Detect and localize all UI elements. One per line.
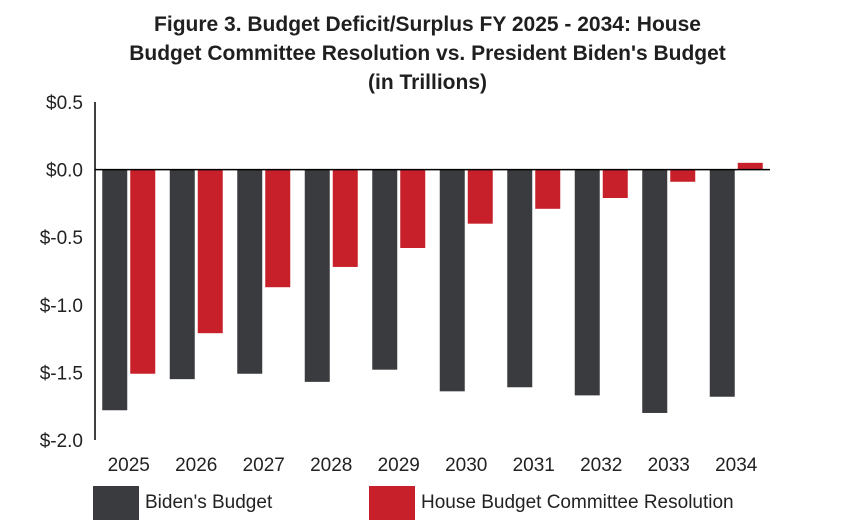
x-tick-label: 2027 xyxy=(243,455,285,476)
bar-biden-2028 xyxy=(304,169,330,382)
y-tick-label: $-1.5 xyxy=(40,363,83,384)
x-tick-label: 2029 xyxy=(378,455,420,476)
bar-biden-2027 xyxy=(237,169,263,374)
legend-swatch-biden xyxy=(93,486,139,520)
chart-legend: Biden's Budget House Budget Committee Re… xyxy=(0,486,855,522)
x-tick-label: 2031 xyxy=(513,455,555,476)
bar-house-2025 xyxy=(130,169,156,374)
legend-item-biden: Biden's Budget xyxy=(93,486,272,520)
y-tick-label: $0.0 xyxy=(46,161,83,182)
bar-house-2028 xyxy=(332,169,358,267)
chart-title-line-2: Budget Committee Resolution vs. Presiden… xyxy=(129,42,726,65)
chart-title-line-3: (in Trillions) xyxy=(368,71,487,94)
bar-biden-2031 xyxy=(507,169,533,388)
x-tick-label: 2026 xyxy=(175,455,217,476)
bar-biden-2030 xyxy=(439,169,465,392)
x-tick-label: 2025 xyxy=(108,455,150,476)
bar-biden-2032 xyxy=(574,169,600,396)
bar-biden-2034 xyxy=(709,169,735,397)
bar-house-2034 xyxy=(737,162,763,170)
y-tick-label: $-0.5 xyxy=(40,228,83,249)
bar-house-2027 xyxy=(265,169,291,288)
legend-label-biden: Biden's Budget xyxy=(145,492,273,513)
x-tick-label: 2033 xyxy=(648,455,690,476)
x-tick-label: 2030 xyxy=(445,455,487,476)
y-tick-label: $0.5 xyxy=(46,93,83,114)
bar-house-2030 xyxy=(467,169,493,224)
bar-house-2033 xyxy=(670,169,696,182)
bar-house-2026 xyxy=(197,169,223,334)
bar-biden-2026 xyxy=(169,169,195,380)
y-tick-label: $-2.0 xyxy=(40,431,83,452)
bar-biden-2025 xyxy=(102,169,128,411)
bar-biden-2033 xyxy=(642,169,668,413)
legend-item-house: House Budget Committee Resolution xyxy=(369,486,734,520)
bar-biden-2029 xyxy=(372,169,398,370)
chart-title-line-1: Figure 3. Budget Deficit/Surplus FY 2025… xyxy=(154,13,701,36)
x-tick-label: 2034 xyxy=(715,455,758,476)
bar-house-2032 xyxy=(602,169,628,198)
x-tick-label: 2032 xyxy=(580,455,622,476)
chart-title: Figure 3. Budget Deficit/Surplus FY 2025… xyxy=(0,10,855,97)
y-tick-label: $-1.0 xyxy=(40,296,83,317)
legend-label-house: House Budget Committee Resolution xyxy=(421,492,734,513)
x-tick-label: 2028 xyxy=(310,455,352,476)
legend-swatch-house xyxy=(369,486,415,520)
bar-house-2029 xyxy=(400,169,426,249)
bar-house-2031 xyxy=(535,169,561,209)
